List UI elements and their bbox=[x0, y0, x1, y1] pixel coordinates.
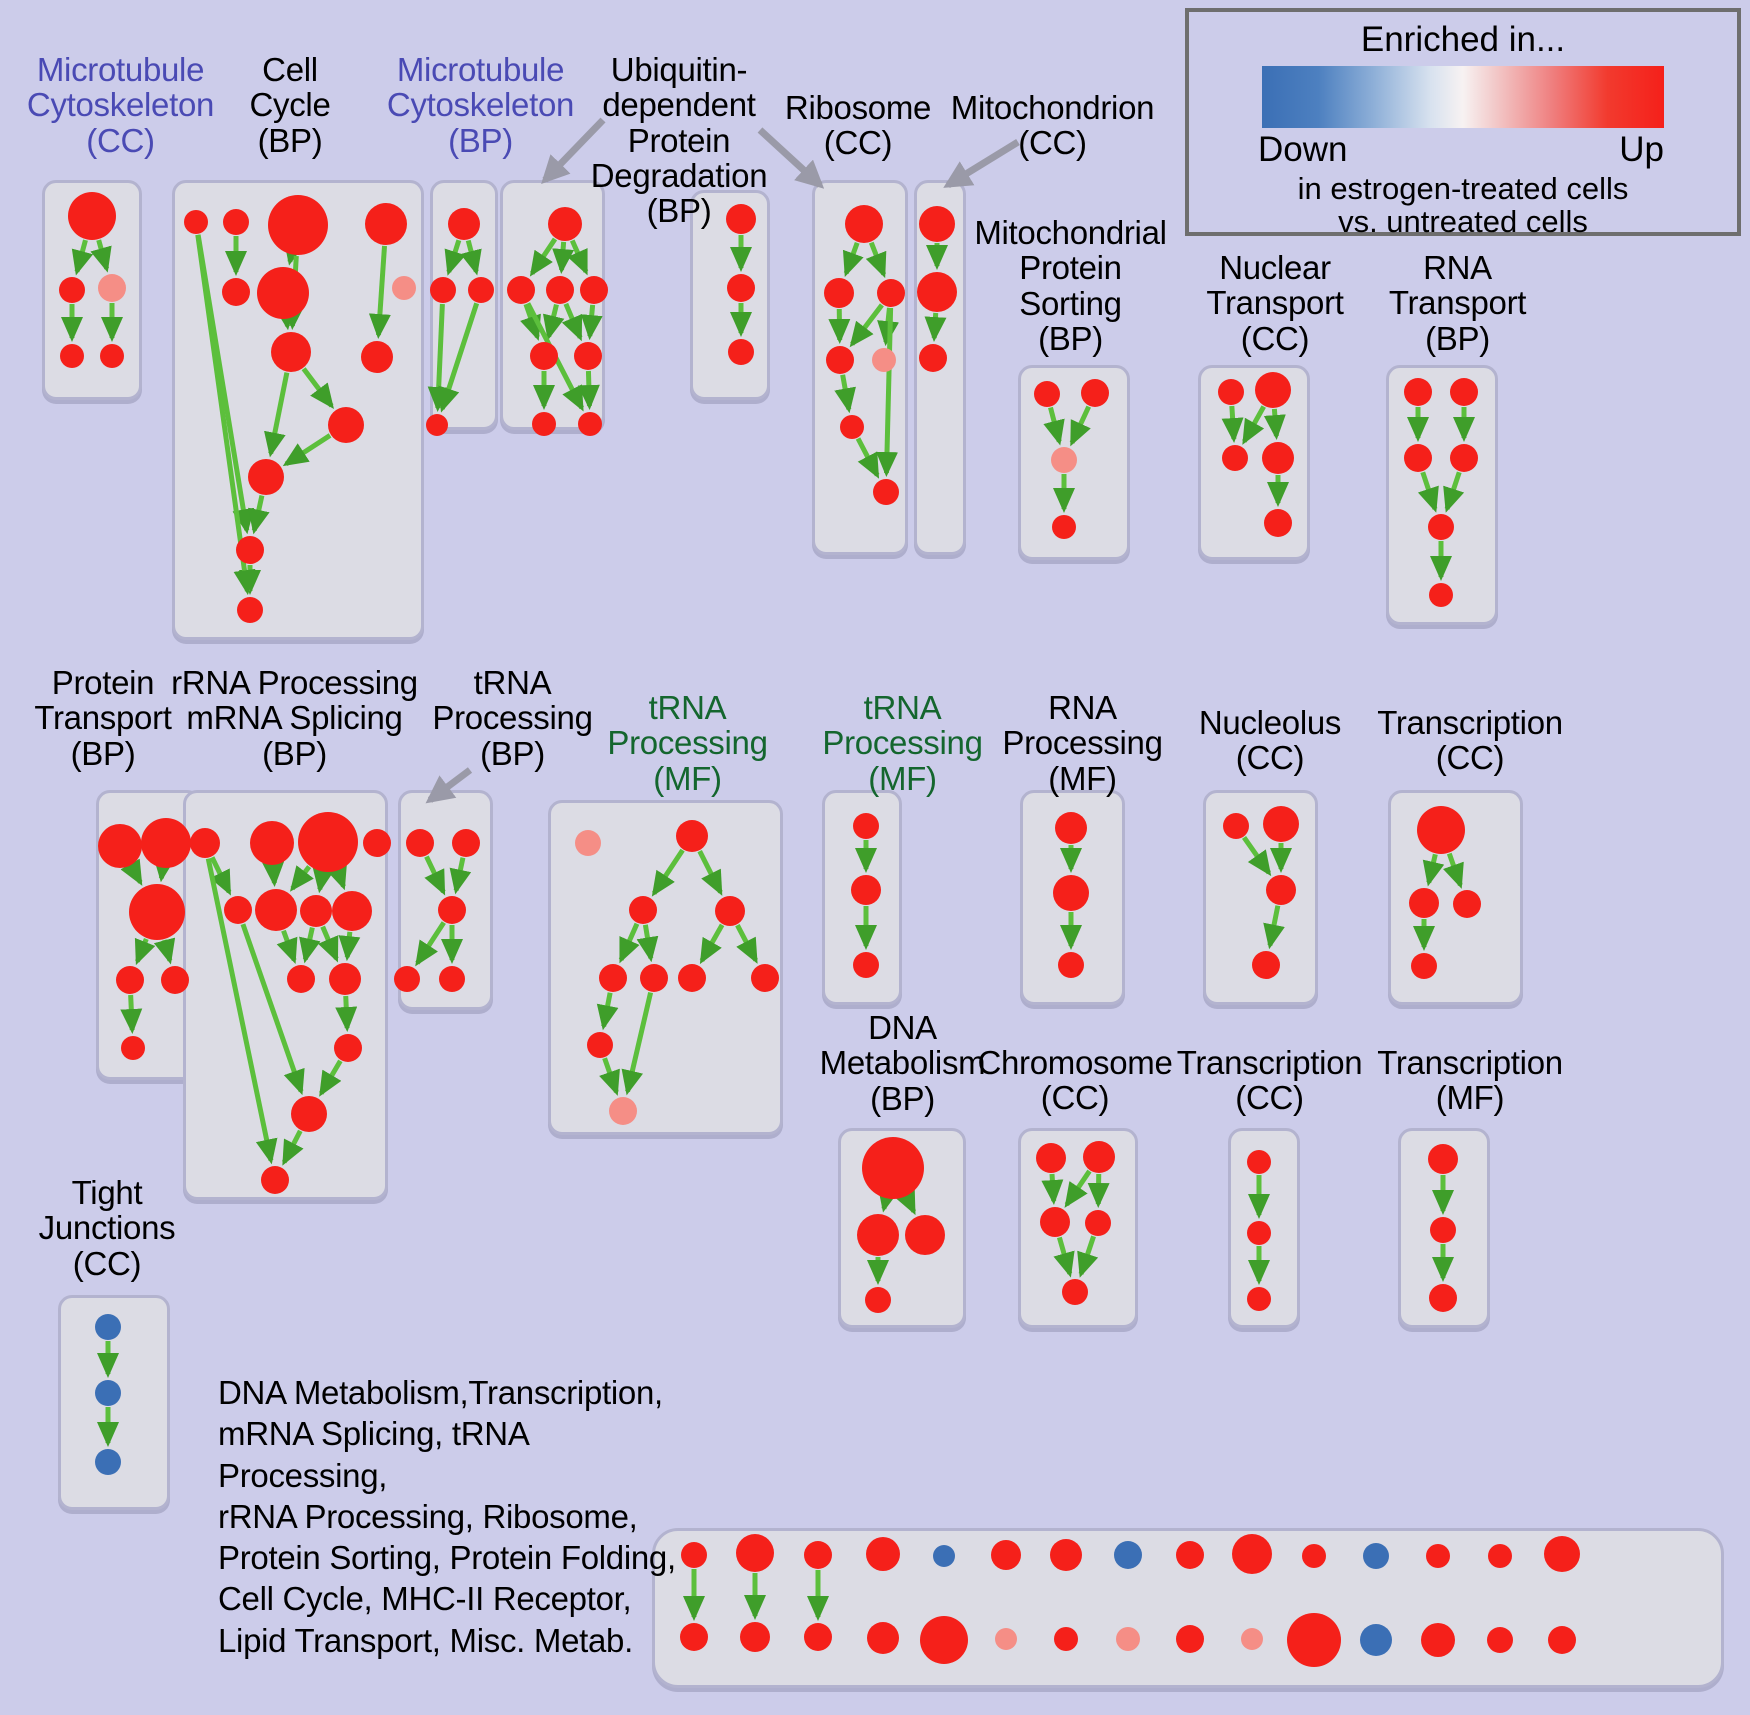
cluster-label-tight-junctions-cc: Tight Junctions (CC) bbox=[38, 1174, 176, 1282]
cluster-label-protein-transport-bp: Protein Transport (BP) bbox=[34, 664, 172, 772]
legend-title: Enriched in... bbox=[1360, 20, 1566, 59]
cluster-label-transcription-cc-2: Transcription (CC) bbox=[1176, 1044, 1363, 1117]
cluster-label-ribosome-cc: Ribosome (CC) bbox=[784, 89, 932, 162]
cluster-label-rrna-mrna-splicing-bp: rRNA Processing mRNA Splicing (BP) bbox=[171, 664, 418, 772]
cluster-label-transcription-mf: Transcription (MF) bbox=[1377, 1044, 1563, 1117]
legend-color-gradient-bar bbox=[1262, 66, 1664, 128]
cluster-box-9 bbox=[1386, 365, 1498, 625]
cluster-box-23 bbox=[652, 1528, 1724, 1688]
cluster-label-rna-processing-mf: RNA Processing (MF) bbox=[1002, 689, 1163, 797]
cluster-box-7 bbox=[1018, 365, 1130, 560]
cluster-box-15 bbox=[1020, 790, 1125, 1005]
legend-endpoint-labels: Down Up bbox=[1248, 130, 1678, 174]
cluster-label-mitochondrial-protein-sorting-bp: Mitochondrial Protein Sorting (BP) bbox=[974, 214, 1167, 357]
cluster-box-19 bbox=[1018, 1128, 1138, 1328]
cluster-box-20 bbox=[1228, 1128, 1300, 1328]
legend-sublabel: in estrogen-treated cells vs. untreated … bbox=[1297, 171, 1629, 240]
cluster-box-12 bbox=[398, 790, 493, 1010]
cluster-box-11 bbox=[183, 790, 388, 1200]
cluster-box-16 bbox=[1203, 790, 1318, 1005]
cluster-box-2 bbox=[430, 180, 498, 430]
cluster-label-microtubule-cytoskeleton-bp: Microtubule Cytoskeleton (BP) bbox=[386, 51, 575, 159]
cluster-box-18 bbox=[838, 1128, 966, 1328]
legend-down-label: Down bbox=[1258, 130, 1348, 169]
cluster-box-14 bbox=[822, 790, 902, 1005]
cluster-box-1 bbox=[172, 180, 424, 640]
cluster-label-nuclear-transport-cc: Nuclear Transport (CC) bbox=[1206, 249, 1344, 357]
cluster-label-mitochondrion-cc: Mitochondrion (CC) bbox=[950, 89, 1155, 162]
cluster-box-5 bbox=[812, 180, 908, 555]
legend-up-label: Up bbox=[1619, 130, 1664, 169]
cluster-label-nucleolus-cc: Nucleolus (CC) bbox=[1198, 704, 1342, 777]
cluster-box-21 bbox=[1398, 1128, 1490, 1328]
cluster-label-ubiquitin-protein-degradation-bp: Ubiquitin- dependent Protein Degradation… bbox=[590, 51, 768, 230]
cluster-box-13 bbox=[548, 800, 783, 1135]
cluster-label-rna-transport-bp: RNA Transport (BP) bbox=[1388, 249, 1527, 357]
cluster-box-6 bbox=[914, 180, 966, 555]
cluster-box-8 bbox=[1198, 365, 1310, 560]
cluster-label-cell-cycle-bp: Cell Cycle (BP) bbox=[249, 51, 331, 159]
cluster-box-22 bbox=[58, 1295, 170, 1510]
cluster-label-trna-processing-bp: tRNA Processing (BP) bbox=[432, 664, 593, 772]
cluster-label-microtubule-cytoskeleton-cc: Microtubule Cytoskeleton (CC) bbox=[26, 51, 215, 159]
cluster-label-chromosome-cc: Chromosome (CC) bbox=[977, 1044, 1173, 1117]
cluster-label-dna-metabolism-bp: DNA Metabolism (BP) bbox=[819, 1009, 986, 1117]
cluster-label-trna-processing-mf-1: tRNA Processing (MF) bbox=[607, 689, 768, 797]
cluster-label-trna-processing-mf-2: tRNA Processing (MF) bbox=[822, 689, 983, 797]
cluster-label-transcription-cc-1: Transcription (CC) bbox=[1377, 704, 1563, 777]
cluster-box-0 bbox=[42, 180, 142, 400]
misc-categories-caption: DNA Metabolism,Transcription, mRNA Splic… bbox=[218, 1374, 676, 1659]
cluster-box-17 bbox=[1388, 790, 1523, 1005]
legend-panel: Enriched in... Down Up in estrogen-treat… bbox=[1185, 8, 1741, 240]
